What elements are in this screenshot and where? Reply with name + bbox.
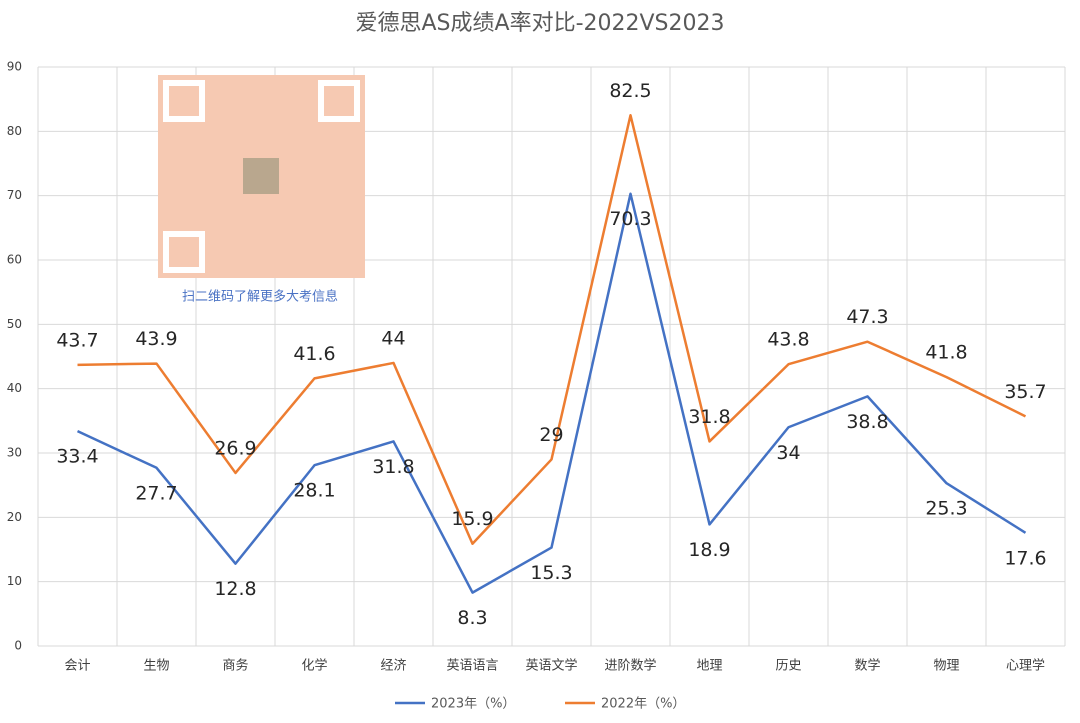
y-tick-label: 10 bbox=[7, 574, 22, 588]
data-label: 41.6 bbox=[293, 343, 335, 365]
y-tick-label: 50 bbox=[7, 317, 22, 331]
x-tick-label: 商务 bbox=[222, 658, 248, 674]
data-label: 33.4 bbox=[56, 446, 98, 468]
qr-finder bbox=[318, 80, 360, 122]
data-label: 43.8 bbox=[767, 329, 809, 351]
data-label: 17.6 bbox=[1004, 547, 1046, 569]
data-label: 35.7 bbox=[1004, 381, 1046, 403]
x-tick-label: 生物 bbox=[143, 659, 169, 674]
y-tick-label: 30 bbox=[7, 446, 22, 460]
data-label: 34 bbox=[776, 442, 800, 464]
x-tick-label: 物理 bbox=[933, 659, 959, 674]
data-label: 27.7 bbox=[135, 482, 177, 504]
qr-caption: 扫二维码了解更多大考信息 bbox=[182, 289, 338, 305]
x-tick-label: 心理学 bbox=[1006, 658, 1045, 674]
x-tick-label: 历史 bbox=[775, 659, 801, 674]
y-tick-label: 40 bbox=[7, 381, 22, 395]
data-label: 18.9 bbox=[688, 539, 730, 561]
data-label: 31.8 bbox=[372, 456, 414, 478]
data-label: 15.9 bbox=[451, 508, 493, 530]
y-tick-label: 0 bbox=[14, 639, 22, 653]
series-line bbox=[76, 192, 1027, 594]
y-tick-label: 70 bbox=[7, 188, 22, 202]
data-label: 44 bbox=[381, 327, 405, 349]
data-label: 43.9 bbox=[135, 328, 177, 350]
qr-avatar bbox=[243, 158, 279, 194]
y-tick-label: 20 bbox=[7, 510, 22, 524]
qr-finder bbox=[163, 231, 205, 273]
legend-label: 2022年（%） bbox=[601, 697, 685, 712]
qr-code-panel: 扫二维码了解更多大考信息 bbox=[158, 75, 365, 305]
chart-title: 爱德思AS成绩A率对比-2022VS2023 bbox=[356, 11, 725, 36]
qr-finder bbox=[163, 80, 205, 122]
x-tick-label: 进阶数学 bbox=[604, 658, 656, 674]
data-label: 70.3 bbox=[609, 208, 651, 230]
data-label: 8.3 bbox=[457, 607, 487, 629]
data-label: 38.8 bbox=[846, 411, 888, 433]
data-label: 28.1 bbox=[293, 480, 335, 502]
y-tick-label: 60 bbox=[7, 253, 22, 267]
x-tick-label: 化学 bbox=[301, 658, 327, 674]
legend-label: 2023年（%） bbox=[431, 697, 515, 712]
data-label: 25.3 bbox=[925, 498, 967, 520]
x-tick-label: 会计 bbox=[64, 659, 90, 674]
data-label: 15.3 bbox=[530, 562, 572, 584]
data-label: 26.9 bbox=[214, 437, 256, 459]
y-tick-label: 90 bbox=[7, 60, 22, 74]
data-label: 31.8 bbox=[688, 406, 730, 428]
series-line bbox=[77, 114, 1027, 545]
x-tick-label: 英语文学 bbox=[525, 658, 577, 674]
x-tick-label: 数学 bbox=[854, 658, 880, 674]
x-tick-label: 英语语言 bbox=[446, 659, 498, 674]
data-label: 47.3 bbox=[846, 306, 888, 328]
data-label: 82.5 bbox=[609, 80, 651, 102]
x-tick-label: 地理 bbox=[696, 659, 722, 674]
x-tick-label: 经济 bbox=[380, 659, 406, 674]
y-tick-label: 80 bbox=[7, 124, 22, 138]
data-label: 29 bbox=[539, 424, 563, 446]
data-label: 12.8 bbox=[214, 578, 256, 600]
data-label: 41.8 bbox=[925, 342, 967, 364]
data-label: 43.7 bbox=[56, 329, 98, 351]
